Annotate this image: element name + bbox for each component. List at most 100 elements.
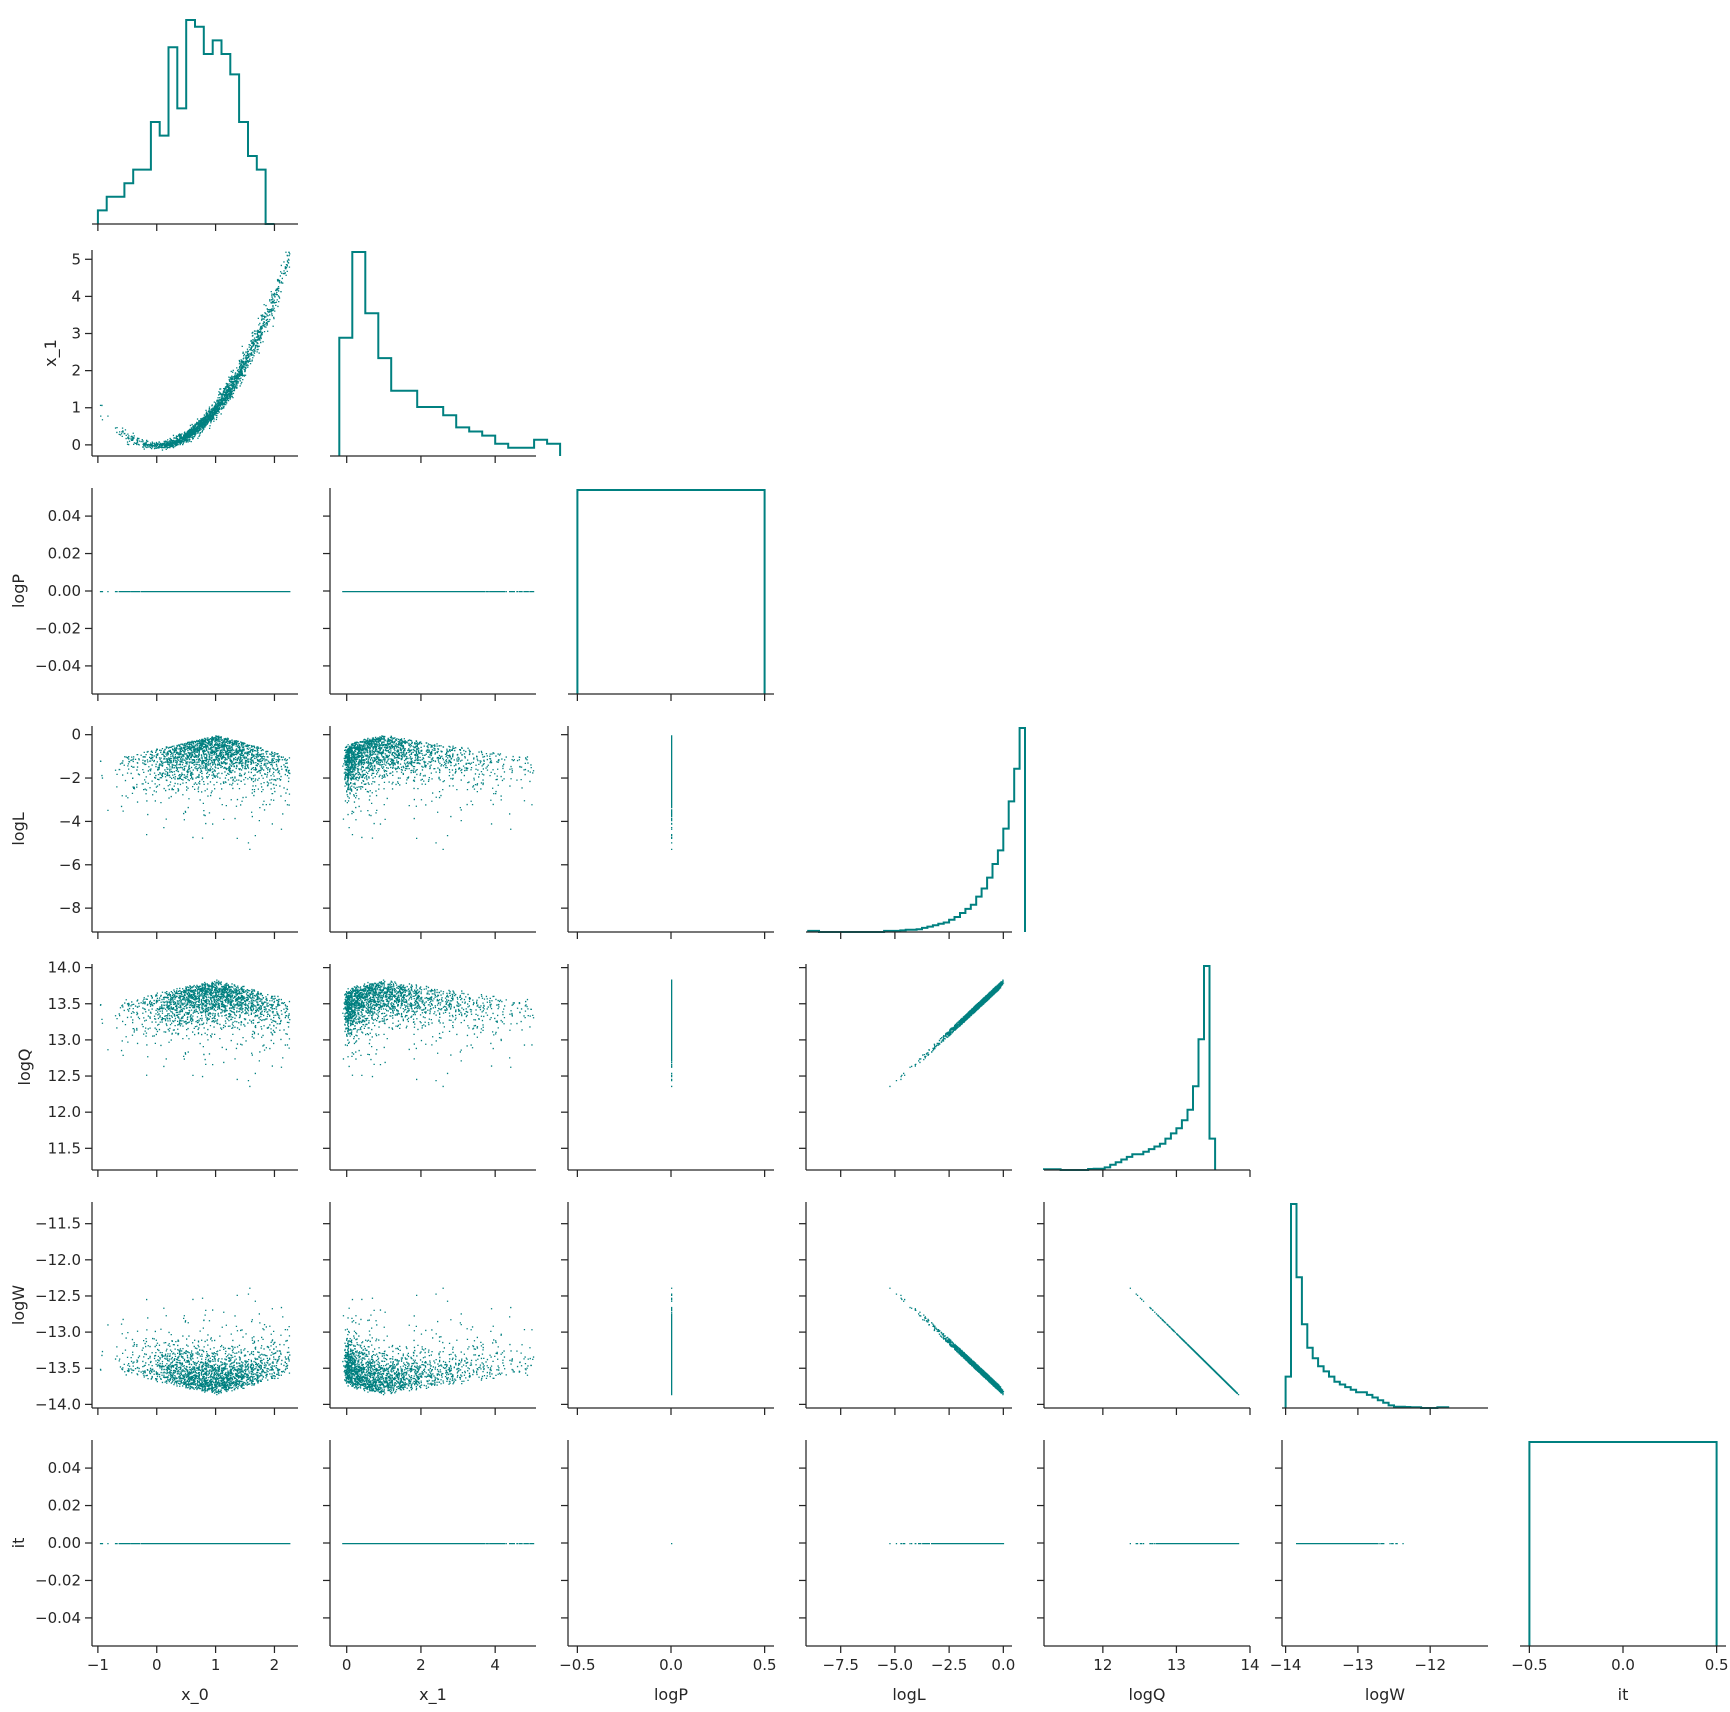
scatter-points	[342, 979, 535, 1088]
histogram-logW	[1284, 1203, 1450, 1409]
scatter-points	[889, 1543, 1005, 1545]
y-tick-label: −4	[59, 812, 81, 830]
scatter-points	[1296, 1543, 1404, 1545]
panel-logL-vs-x_1	[323, 726, 536, 939]
scatter-points	[1129, 1287, 1240, 1396]
y-tick-label: −0.04	[35, 657, 81, 675]
x-axis-label-logW: logW	[1365, 1685, 1405, 1704]
scatter-it-vs-logL	[889, 1543, 1005, 1545]
panel-it-vs-logW: −14 −13 −12	[1270, 1440, 1488, 1674]
histogram-x_1	[338, 251, 562, 456]
panel-logL-vs-logP	[561, 726, 774, 939]
y-tick-label: −0.02	[35, 1571, 81, 1589]
x-axis-label-logL: logL	[892, 1685, 925, 1704]
scatter-logW-vs-logL	[889, 1287, 1005, 1396]
scatter-points	[671, 979, 673, 1088]
y-tick-label: −0.04	[35, 1609, 81, 1627]
histogram-x_0	[96, 19, 275, 225]
x-tick-label: 0.0	[659, 1656, 683, 1674]
x-axis-label-logQ: logQ	[1129, 1685, 1166, 1704]
histogram-logQ	[1043, 965, 1217, 1171]
scatter-it-vs-logP	[671, 1543, 673, 1545]
scatter-points	[1129, 1543, 1240, 1545]
scatter-it-vs-logQ	[1129, 1543, 1240, 1545]
panels-group: 012345−0.04−0.020.000.020.04−8−6−4−2011.…	[9, 19, 1729, 1705]
scatter-points	[99, 1287, 291, 1396]
scatter-logP-vs-x_1	[342, 591, 535, 593]
scatter-logQ-vs-logL	[889, 979, 1005, 1088]
y-axis-label-logQ: logQ	[15, 1049, 34, 1086]
y-tick-label: 13.0	[48, 1031, 81, 1049]
scatter-logW-vs-x_0	[99, 1287, 291, 1396]
x-tick-label: −14	[1270, 1656, 1302, 1674]
x-tick-label: 2	[270, 1656, 280, 1674]
x-tick-label: 1	[211, 1656, 221, 1674]
y-tick-label: 0.04	[48, 507, 81, 525]
x-tick-label: −0.5	[559, 1656, 595, 1674]
y-tick-label: 12.5	[48, 1067, 81, 1085]
histogram-logL	[807, 727, 1026, 933]
y-axis-label-x_1: x_1	[41, 339, 61, 367]
y-tick-label: 4	[71, 287, 81, 305]
x-axis-label-x_1: x_1	[419, 1685, 447, 1705]
panel-it-vs-x_1: 0 2 4	[323, 1440, 536, 1674]
panel-x_1-vs-x_0: 0 1 2 3 4 5	[71, 250, 298, 463]
x-tick-label: 13	[1167, 1656, 1186, 1674]
panel-logW-vs-logP	[561, 1202, 774, 1415]
scatter-points	[99, 1543, 291, 1545]
scatter-logQ-vs-logP	[671, 979, 673, 1088]
panel-x_1-vs-x_1	[330, 251, 562, 463]
y-tick-label: 14.0	[48, 959, 81, 977]
x-tick-label: 0.5	[1705, 1656, 1729, 1674]
y-tick-label: 0.00	[48, 1534, 81, 1552]
scatter-points	[889, 1287, 1005, 1396]
y-tick-label: 0.02	[48, 545, 81, 563]
panel-logQ-vs-logP	[561, 964, 774, 1177]
y-tick-label: −12.5	[35, 1287, 81, 1305]
y-tick-label: −0.02	[35, 619, 81, 637]
panel-it-vs-x_0: −1 0 1 2 −0.04 −0.02 0.00 0.02 0.04	[35, 1440, 298, 1674]
scatter-points	[342, 735, 535, 850]
panel-it-vs-it: −0.5 0.0 0.5	[1511, 1441, 1729, 1674]
x-tick-label: −0.5	[1511, 1656, 1547, 1674]
scatter-x_1-vs-x_0	[99, 251, 291, 451]
y-tick-label: 0	[71, 436, 81, 454]
scatter-logQ-vs-x_1	[342, 979, 535, 1088]
y-axis-label-logL: logL	[9, 812, 28, 845]
panel-logQ-vs-x_1	[323, 964, 536, 1177]
panel-logQ-vs-logQ	[1043, 965, 1251, 1177]
x-tick-label: −5.0	[877, 1656, 913, 1674]
scatter-logL-vs-logP	[671, 735, 673, 850]
y-tick-label: 5	[71, 250, 81, 268]
x-tick-label: 0.0	[1611, 1656, 1635, 1674]
scatter-points	[671, 1287, 673, 1396]
x-axis-label-x_0: x_0	[181, 1685, 209, 1705]
panel-logW-vs-logW	[1282, 1203, 1488, 1415]
panel-x_0-vs-x_0	[92, 19, 298, 231]
panel-logW-vs-logL	[799, 1202, 1012, 1415]
y-tick-label: −11.5	[35, 1215, 81, 1233]
y-tick-label: 2	[71, 362, 81, 380]
scatter-points	[671, 1543, 673, 1545]
y-tick-label: 1	[71, 399, 81, 417]
scatter-points	[342, 1287, 535, 1396]
y-axis-label-logW: logW	[9, 1285, 28, 1325]
x-tick-label: −12	[1414, 1656, 1446, 1674]
y-axis-label-it: it	[9, 1538, 28, 1549]
scatter-logW-vs-logP	[671, 1287, 673, 1396]
y-tick-label: 13.5	[48, 995, 81, 1013]
panel-logL-vs-x_0: −8 −6 −4 −2 0	[59, 726, 298, 939]
scatter-points	[889, 979, 1005, 1088]
y-tick-label: 12.0	[48, 1103, 81, 1121]
scatter-logP-vs-x_0	[99, 591, 291, 593]
y-tick-label: −13.5	[35, 1359, 81, 1377]
x-tick-label: −2.5	[931, 1656, 967, 1674]
scatter-logW-vs-x_1	[342, 1287, 535, 1396]
y-tick-label: −13.0	[35, 1323, 81, 1341]
y-tick-label: 0.00	[48, 582, 81, 600]
y-axis-label-logP: logP	[9, 574, 28, 608]
panel-logW-vs-x_0: −14.0 −13.5 −13.0 −12.5 −12.0 −11.5	[35, 1202, 298, 1415]
x-tick-label: 0	[152, 1656, 162, 1674]
scatter-it-vs-x_1	[342, 1543, 535, 1545]
y-tick-label: 0.02	[48, 1497, 81, 1515]
